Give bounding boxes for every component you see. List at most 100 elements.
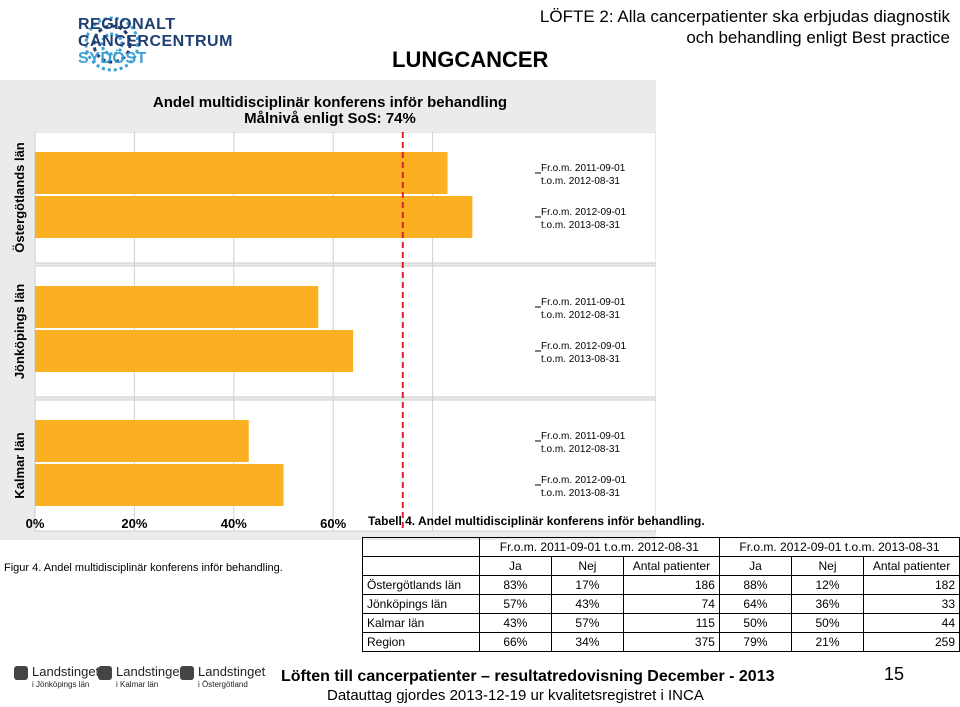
rcc-logo-mark [84, 16, 140, 72]
row-label: Region [362, 632, 480, 652]
x-tick-label: 0% [26, 516, 45, 531]
cell-nej-2: 21% [790, 632, 865, 652]
logo-line-2: CANCERCENTRUM [78, 33, 233, 50]
landsting-jonkoping-logo: Landstinget i Jönköpings län [14, 664, 99, 689]
cell-nej-2: 36% [790, 594, 865, 614]
col-antal-1: Antal patienter [622, 556, 720, 576]
group-label: Kalmar län [12, 432, 27, 499]
x-tick-label: 60% [320, 516, 346, 531]
table-caption: Tabell 4. Andel multidisciplinär konfere… [368, 514, 705, 528]
rcc-logo-text: REGIONALT CANCERCENTRUM SYDÖST [78, 16, 233, 67]
footer-title: Löften till cancerpatienter – resultatre… [281, 668, 775, 685]
cell-nej-1: 17% [550, 575, 624, 595]
landsting-crest-icon [98, 665, 112, 680]
bar-period-label: Fr.o.m. 2012-09-01 [541, 207, 626, 218]
cell-antal-2: 44 [863, 613, 960, 633]
period-2-header: Fr.o.m. 2012-09-01 t.o.m. 2013-08-31 [718, 537, 960, 557]
bar [35, 330, 354, 372]
landsting-kalmar-logo: Landstinget i Kalmar län [98, 664, 183, 689]
cell-ja-2: 79% [718, 632, 792, 652]
cell-ja-2: 88% [718, 575, 792, 595]
bar-period-label: t.o.m. 2012-08-31 [541, 310, 620, 321]
promise-heading: LÖFTE 2: Alla cancerpatienter ska erbjud… [350, 6, 950, 48]
landsting-sub: i Östergötland [198, 679, 248, 689]
bar-period-label: Fr.o.m. 2011-09-01 [541, 163, 626, 174]
bar [35, 196, 473, 238]
bar-period-label: Fr.o.m. 2012-09-01 [541, 341, 626, 352]
col-nej-1: Nej [550, 556, 624, 576]
bar-period-label: t.o.m. 2012-08-31 [541, 176, 620, 187]
bar-period-label: t.o.m. 2013-08-31 [541, 488, 620, 499]
bar-period-label: Fr.o.m. 2012-09-01 [541, 475, 626, 486]
cell-ja-1: 43% [478, 613, 552, 633]
landsting-sub: i Kalmar län [116, 679, 159, 689]
promise-heading-line-2: och behandling enligt Best practice [686, 28, 950, 47]
results-table: Fr.o.m. 2011-09-01 t.o.m. 2012-08-31 Fr.… [362, 537, 960, 652]
row-label: Kalmar län [362, 613, 480, 633]
footer-subtitle: Datauttag gjordes 2013-12-19 ur kvalitet… [327, 687, 704, 704]
bar-chart: Östergötlands län Jönköpings län Kalmar lä… [12, 132, 656, 532]
cell-ja-1: 57% [478, 594, 552, 614]
chart-subtitle: Målnivå enligt SoS: 74% [244, 110, 416, 127]
bar [35, 420, 249, 462]
col-antal-2: Antal patienter [863, 556, 960, 576]
cell-antal-2: 33 [863, 594, 960, 614]
cell-ja-1: 66% [478, 632, 552, 652]
col-ja-2: Ja [718, 556, 792, 576]
bar [35, 286, 319, 328]
cell-ja-1: 83% [478, 575, 552, 595]
table-row: Kalmar län 43% 57% 115 50% 50% 44 [362, 613, 960, 633]
group-label: Jönköpings län [12, 284, 27, 379]
cell-ja-2: 50% [718, 613, 792, 633]
col-nej-2: Nej [790, 556, 865, 576]
cell-nej-2: 12% [790, 575, 865, 595]
row-label: Östergötlands län [362, 575, 480, 595]
period-1-header: Fr.o.m. 2011-09-01 t.o.m. 2012-08-31 [478, 537, 720, 557]
chart-title-block: Andel multidisciplinär konferens inför b… [100, 95, 560, 127]
table-row: Östergötlands län 83% 17% 186 88% 12% 18… [362, 575, 960, 595]
table-row: Region 66% 34% 375 79% 21% 259 [362, 632, 960, 652]
figure-caption: Figur 4. Andel multidisciplinär konferen… [4, 562, 283, 574]
cell-antal-1: 186 [622, 575, 720, 595]
cell-nej-1: 43% [550, 594, 624, 614]
landsting-crest-icon [14, 665, 28, 680]
logo-line-3: SYDÖST [78, 50, 147, 67]
landsting-name: Landstinget [116, 664, 184, 679]
table-row: Jönköpings län 57% 43% 74 64% 36% 33 [362, 594, 960, 614]
table-column-header-row: Ja Nej Antal patienter Ja Nej Antal pati… [362, 556, 960, 576]
landsting-name: Landstinget [198, 664, 266, 679]
cell-antal-1: 375 [622, 632, 720, 652]
bar [35, 152, 448, 194]
logo-line-1: REGIONALT [78, 16, 176, 33]
table-corner-cell [362, 537, 480, 557]
x-tick-label: 20% [121, 516, 147, 531]
cell-ja-2: 64% [718, 594, 792, 614]
table-corner-cell-2 [362, 556, 480, 576]
rcc-logo [84, 16, 140, 72]
col-ja-1: Ja [478, 556, 552, 576]
row-label: Jönköpings län [362, 594, 480, 614]
cell-nej-2: 50% [790, 613, 865, 633]
landsting-crest-icon [180, 665, 194, 680]
bar-period-label: Fr.o.m. 2011-09-01 [541, 297, 626, 308]
landsting-name: Landstinget [32, 664, 100, 679]
bar-period-label: t.o.m. 2013-08-31 [541, 354, 620, 365]
cell-antal-1: 115 [622, 613, 720, 633]
bar-period-label: t.o.m. 2012-08-31 [541, 444, 620, 455]
cell-nej-1: 34% [550, 632, 624, 652]
bar-period-label: t.o.m. 2013-08-31 [541, 220, 620, 231]
chart-title: Andel multidisciplinär konferens inför b… [152, 94, 508, 111]
page-number: 15 [884, 664, 905, 684]
bar-period-label: Fr.o.m. 2011-09-01 [541, 431, 626, 442]
landsting-sub: i Jönköpings län [32, 679, 90, 689]
cell-nej-1: 57% [550, 613, 624, 633]
landsting-ostergotland-logo: Landstinget i Östergötland [180, 664, 265, 689]
bar [35, 464, 284, 506]
group-label: Östergötlands län [12, 142, 27, 253]
cell-antal-1: 74 [622, 594, 720, 614]
promise-heading-line-1: LÖFTE 2: Alla cancerpatienter ska erbjud… [539, 7, 950, 26]
cell-antal-2: 259 [863, 632, 960, 652]
cell-antal-2: 182 [863, 575, 960, 595]
x-tick-label: 40% [221, 516, 247, 531]
table-period-row: Fr.o.m. 2011-09-01 t.o.m. 2012-08-31 Fr.… [362, 537, 960, 557]
